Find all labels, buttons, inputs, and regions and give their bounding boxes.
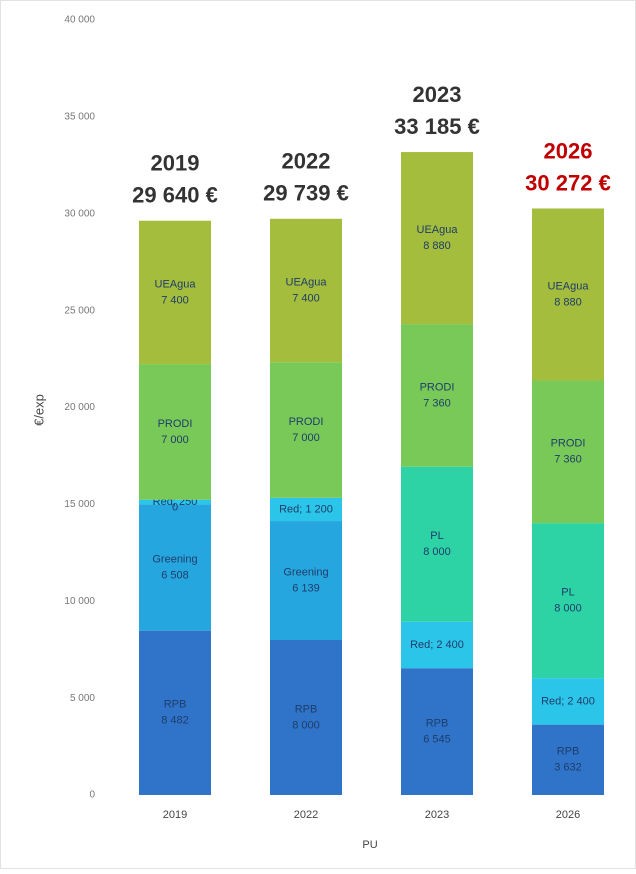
y-tick-label: 35 000 — [64, 112, 95, 123]
segment-name: RPB — [426, 718, 449, 730]
segment-label: 6 139 — [292, 582, 320, 594]
segment-label: 8 482 — [161, 715, 189, 727]
x-tick-label: 2026 — [556, 809, 580, 821]
segment-name: PRODI — [551, 438, 586, 450]
segment-label: 7 000 — [161, 434, 189, 446]
segment-label: 8 000 — [292, 719, 320, 731]
x-tick-label: 2019 — [163, 809, 187, 821]
bar-segment — [532, 208, 604, 381]
segment-name: UEAgua — [286, 276, 328, 288]
bar-segment — [532, 678, 604, 725]
bar-segment — [139, 220, 211, 365]
segment-label: 7 360 — [554, 454, 582, 466]
segment-label: 3 632 — [554, 762, 582, 774]
total-year: 2026 — [544, 138, 593, 163]
bar-segment — [270, 640, 342, 795]
bar-segment — [532, 380, 604, 524]
total-label: 29 739 € — [263, 181, 349, 206]
bar-segment — [401, 466, 473, 622]
segment-name: UEAgua — [155, 278, 197, 290]
total-label: 33 185 € — [394, 114, 480, 139]
y-axis-label: €/exp — [31, 394, 46, 426]
y-tick-label: 15 000 — [64, 499, 95, 510]
segment-label: 7 000 — [292, 432, 320, 444]
segment-name: PL — [430, 530, 443, 542]
bar-segment — [139, 499, 211, 505]
y-tick-label: 20 000 — [64, 402, 95, 413]
bar-segment — [270, 497, 342, 522]
y-tick-label: 25 000 — [64, 305, 95, 316]
segment-label: 8 880 — [423, 240, 451, 252]
bar-segment — [532, 523, 604, 679]
y-tick-label: 10 000 — [64, 596, 95, 607]
segment-name: RPB — [295, 703, 318, 715]
segment-name: PRODI — [158, 418, 193, 430]
bar-segment — [532, 724, 604, 795]
total-year: 2023 — [413, 82, 462, 107]
bar-segment — [139, 364, 211, 500]
segment-label: 6 508 — [161, 570, 189, 582]
segment-label: 7 400 — [292, 292, 320, 304]
segment-name: PRODI — [289, 416, 324, 428]
segment-name: UEAgua — [548, 280, 590, 292]
bar-segment — [270, 362, 342, 498]
bar-segment — [401, 668, 473, 795]
segment-name: Greening — [152, 554, 197, 566]
segment-name: PRODI — [420, 381, 455, 393]
y-tick-label: 5 000 — [70, 693, 95, 704]
y-tick-label: 40 000 — [64, 15, 95, 26]
y-tick-label: 0 — [89, 790, 95, 801]
total-year: 2022 — [282, 149, 331, 174]
segment-name: RPB — [557, 746, 580, 758]
segment-label: Red; 2 400 — [541, 695, 595, 707]
segment-name: PL — [561, 587, 574, 599]
segment-label: 7 400 — [161, 294, 189, 306]
bar-segment — [139, 630, 211, 795]
total-label: 29 640 € — [132, 183, 218, 208]
segment-label: Red; 1 200 — [279, 503, 333, 515]
y-tick-label: 30 000 — [64, 208, 95, 219]
segment-label: 8 000 — [554, 603, 582, 615]
segment-label: 6 545 — [423, 734, 451, 746]
bar-segment — [270, 218, 342, 363]
segment-label: Red; 2 400 — [410, 639, 464, 651]
segment-name: Greening — [283, 566, 328, 578]
segment-label: 7 360 — [423, 397, 451, 409]
segment-label: 8 000 — [423, 546, 451, 558]
bar-segment — [139, 504, 211, 631]
bar-segment — [270, 521, 342, 640]
bar-segment — [401, 324, 473, 467]
total-label: 30 272 € — [525, 170, 611, 195]
x-tick-label: 2023 — [425, 809, 449, 821]
x-tick-label: 2022 — [294, 809, 318, 821]
bar-segment — [401, 152, 473, 325]
segment-label: 0 — [172, 502, 178, 514]
x-axis-label: PU — [362, 839, 377, 851]
total-year: 2019 — [151, 151, 200, 176]
bar-segment — [401, 621, 473, 669]
segment-label: 8 880 — [554, 296, 582, 308]
segment-name: UEAgua — [417, 224, 459, 236]
segment-name: RPB — [164, 699, 187, 711]
